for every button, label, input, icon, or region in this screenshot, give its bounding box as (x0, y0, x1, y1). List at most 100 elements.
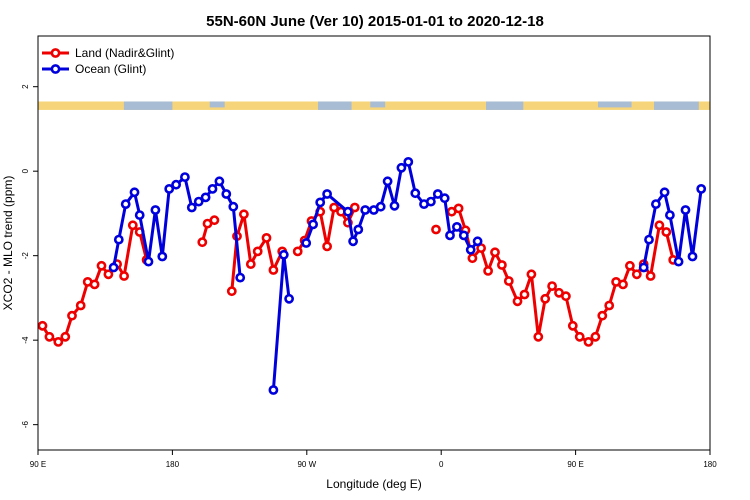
data-point (200, 192, 211, 203)
data-point (451, 221, 462, 232)
x-tick-label: 90 W (297, 460, 316, 469)
legend-marker (50, 48, 61, 58)
data-point (268, 385, 279, 395)
data-point (238, 209, 249, 220)
data-point (143, 256, 154, 267)
data-point (503, 276, 514, 286)
data-point (209, 215, 220, 226)
data-point (127, 220, 138, 231)
x-tick-label: 180 (166, 460, 180, 469)
data-point (490, 247, 500, 258)
data-point (89, 279, 100, 290)
data-point (680, 205, 691, 215)
data-point (221, 189, 232, 199)
data-point (228, 201, 239, 212)
data-point (567, 320, 578, 331)
data-point (618, 279, 628, 290)
data-point (673, 256, 684, 267)
data-point (268, 265, 279, 275)
data-point (483, 265, 493, 276)
data-point (625, 260, 635, 271)
data-point (245, 259, 256, 269)
data-point (96, 260, 107, 271)
data-point (645, 271, 656, 281)
data-point (308, 219, 318, 230)
map-strip-ocean (209, 101, 225, 108)
data-point (597, 310, 608, 321)
y-tick-label: -4 (21, 336, 30, 344)
x-tick-label: 90 E (567, 460, 583, 469)
data-point (512, 296, 523, 307)
map-strip-ocean (486, 101, 524, 110)
data-point (432, 189, 443, 199)
x-axis: 90 E 180 90 W 0 90 E 180 (30, 450, 717, 469)
data-point (638, 262, 649, 273)
data-point (157, 251, 168, 262)
data-point (465, 244, 476, 255)
data-point (654, 220, 665, 231)
chart-title: 55N-60N June (Ver 10) 2015-01-01 to 2020… (206, 13, 544, 30)
data-point (235, 272, 246, 283)
y-tick-label: -6 (21, 421, 30, 429)
data-point (322, 241, 332, 252)
plot-area (37, 101, 710, 395)
map-strip-ocean (370, 101, 386, 108)
data-point (561, 291, 571, 302)
map-strip-ocean (598, 101, 632, 108)
plot-frame (37, 35, 711, 451)
y-tick-label: -2 (21, 252, 30, 260)
y-axis: 2 0 -2 -4 -6 (21, 84, 38, 428)
data-point (360, 205, 371, 215)
data-point (661, 227, 672, 237)
legend-label: Land (Nadir&Glint) (75, 46, 174, 60)
map-strip-ocean (318, 101, 352, 110)
data-point (134, 210, 145, 220)
data-point (403, 156, 414, 167)
data-point (665, 210, 675, 220)
data-point (445, 230, 455, 241)
data-point (193, 196, 204, 207)
data-point (67, 310, 77, 321)
map-strip-ocean (654, 101, 699, 110)
data-point (519, 289, 530, 300)
data-point (472, 236, 483, 247)
data-point (179, 172, 190, 182)
x-tick-label: 180 (703, 460, 717, 469)
data-point (261, 232, 272, 243)
data-point (540, 293, 551, 304)
legend: Land (Nadir&Glint) Ocean (Glint) (42, 46, 174, 76)
data-point (644, 234, 654, 245)
data-point (164, 183, 175, 194)
data-point (547, 281, 557, 291)
legend-marker (50, 64, 61, 74)
data-point (186, 202, 197, 213)
data-point (348, 236, 358, 247)
data-point (425, 196, 436, 207)
data-point (108, 262, 119, 273)
data-point (342, 206, 353, 217)
data-point (396, 162, 407, 173)
x-axis-label: Longitude (deg E) (326, 477, 421, 491)
y-tick-label: 2 (21, 84, 30, 89)
data-point (574, 331, 585, 342)
data-point (533, 331, 544, 342)
x-tick-label: 90 E (30, 460, 46, 469)
data-point (389, 200, 400, 211)
legend-item: Land (Nadir&Glint) (42, 46, 174, 60)
data-point (631, 269, 642, 280)
data-point (349, 202, 360, 213)
data-point (197, 237, 208, 248)
series-ocean (108, 156, 707, 395)
data-point (322, 189, 332, 199)
data-point (583, 336, 594, 347)
data-point (278, 249, 289, 260)
data-point (150, 205, 161, 215)
data-point (353, 224, 364, 235)
data-point (44, 331, 55, 342)
data-point (526, 269, 537, 280)
data-point (458, 230, 469, 241)
data-point (410, 188, 421, 199)
data-point (382, 176, 393, 187)
